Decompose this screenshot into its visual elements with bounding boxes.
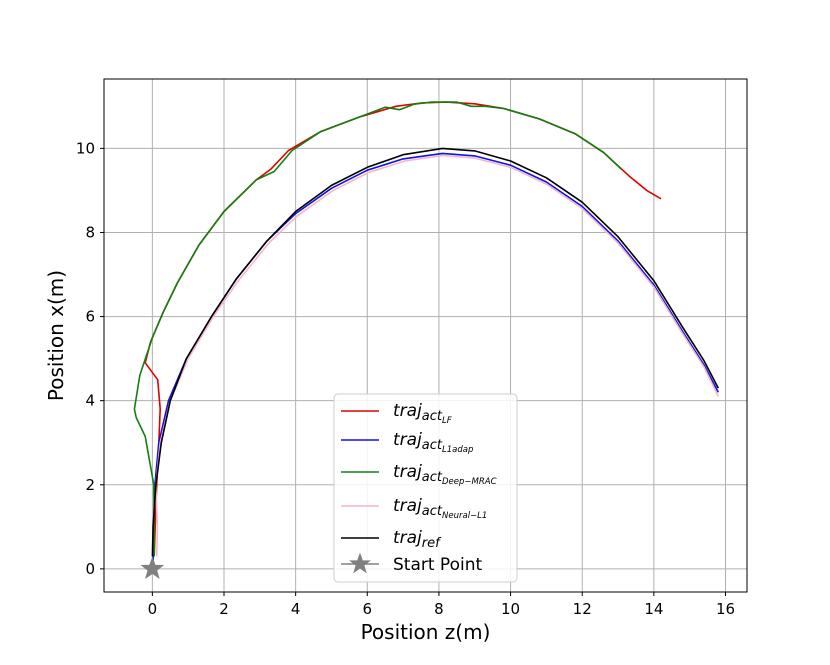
start-point-layer bbox=[140, 556, 165, 580]
x-tick-label: 6 bbox=[363, 600, 373, 618]
legend-entry: trajactLF bbox=[393, 401, 452, 426]
x-tick-label: 0 bbox=[148, 600, 158, 618]
legend-entry: trajref bbox=[393, 528, 442, 551]
x-tick-label: 14 bbox=[644, 600, 663, 618]
series-line bbox=[133, 101, 623, 557]
legend-entry: trajactNeural−L1 bbox=[393, 496, 487, 521]
y-axis-label: Position x(m) bbox=[44, 270, 68, 401]
x-tick-label: 12 bbox=[573, 600, 592, 618]
y-tick-label: 8 bbox=[85, 223, 95, 241]
x-tick-label: 8 bbox=[434, 600, 444, 618]
y-tick-label: 10 bbox=[76, 139, 95, 157]
x-tick-label: 10 bbox=[501, 600, 520, 618]
legend-entry-start: Start Point bbox=[393, 555, 482, 575]
axis-ticks: 0 2 4 6 8 10 12 14 16 0 2 4 6 8 10 bbox=[76, 139, 735, 618]
y-tick-label: 2 bbox=[85, 476, 95, 494]
x-tick-label: 16 bbox=[716, 600, 735, 618]
legend: trajactLF trajactL1adap trajactDeep−MRAC tr… bbox=[333, 393, 518, 583]
legend-box bbox=[333, 393, 518, 583]
legend-entry: trajactL1adap bbox=[393, 430, 473, 455]
x-tick-label: 4 bbox=[291, 600, 301, 618]
series-line bbox=[151, 147, 720, 557]
series-line bbox=[152, 152, 720, 561]
series-layer bbox=[133, 101, 720, 561]
y-tick-label: 6 bbox=[85, 308, 95, 326]
start-point-marker bbox=[140, 556, 165, 580]
x-tick-label: 2 bbox=[219, 600, 229, 618]
plot-frame bbox=[103, 78, 748, 593]
y-tick-label: 4 bbox=[85, 392, 95, 410]
legend-entry: trajactDeep−MRAC bbox=[393, 462, 497, 487]
legend-star-icon bbox=[349, 552, 371, 574]
x-axis-label: Position z(m) bbox=[361, 620, 491, 644]
y-tick-label: 0 bbox=[85, 560, 95, 578]
